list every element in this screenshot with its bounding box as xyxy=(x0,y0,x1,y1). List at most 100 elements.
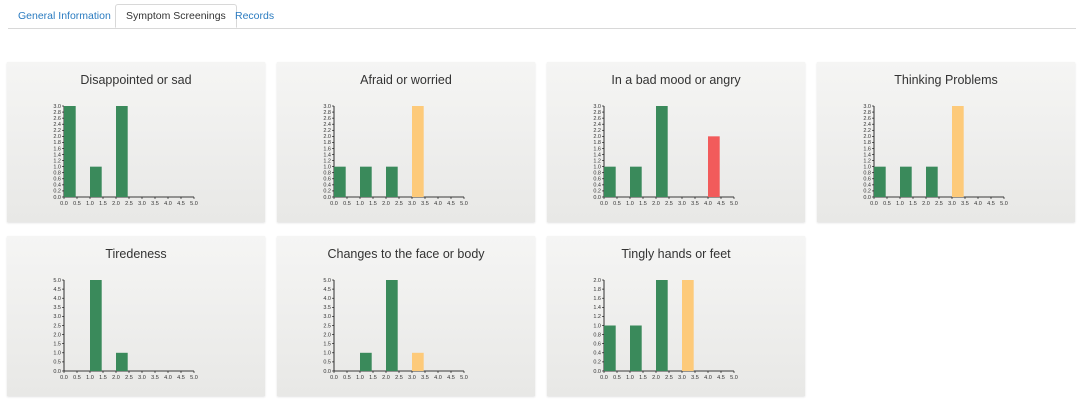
x-tick-label: 5.0 xyxy=(1000,201,1008,207)
y-tick-label: 1.0 xyxy=(323,351,331,357)
chart-title: In a bad mood or angry xyxy=(611,73,741,87)
bar xyxy=(630,166,642,197)
x-tick-label: 4.5 xyxy=(447,375,455,381)
x-tick-label: 2.5 xyxy=(935,201,943,207)
bar-chart: 0.00.20.40.60.81.01.21.41.61.82.02.22.42… xyxy=(863,104,1008,207)
x-tick-label: 0.5 xyxy=(73,201,81,207)
y-tick-label: 1.6 xyxy=(863,146,871,152)
x-tick-label: 1.5 xyxy=(909,201,917,207)
x-tick-label: 0.0 xyxy=(330,375,338,381)
x-tick-label: 1.5 xyxy=(369,375,377,381)
y-tick-label: 1.8 xyxy=(863,140,871,146)
x-tick-label: 5.0 xyxy=(460,201,468,207)
tab-bar: General Information Symptom Screenings R… xyxy=(8,4,1076,29)
x-tick-label: 2.5 xyxy=(125,201,133,207)
y-tick-label: 1.6 xyxy=(53,146,61,152)
x-tick-label: 1.5 xyxy=(99,201,107,207)
tab-records[interactable]: Records xyxy=(235,10,275,22)
chart-title: Tingly hands or feet xyxy=(621,247,731,261)
y-tick-label: 0.8 xyxy=(593,171,601,177)
y-tick-label: 0.0 xyxy=(323,369,331,375)
y-tick-label: 2.4 xyxy=(53,122,61,128)
y-tick-label: 1.8 xyxy=(53,140,61,146)
x-tick-label: 1.0 xyxy=(896,201,904,207)
x-tick-label: 1.0 xyxy=(356,375,364,381)
y-tick-label: 1.0 xyxy=(53,351,61,357)
bar-chart: 0.00.20.40.60.81.01.21.41.61.82.02.22.42… xyxy=(323,104,468,207)
y-tick-label: 1.0 xyxy=(593,164,601,170)
x-tick-label: 2.0 xyxy=(652,375,660,381)
y-tick-label: 5.0 xyxy=(53,278,61,284)
bar xyxy=(952,106,964,197)
y-tick-label: 1.8 xyxy=(593,287,601,293)
y-tick-label: 2.0 xyxy=(593,134,601,140)
y-tick-label: 2.4 xyxy=(593,122,601,128)
y-tick-label: 0.8 xyxy=(53,171,61,177)
y-tick-label: 1.0 xyxy=(53,164,61,170)
y-tick-label: 3.0 xyxy=(593,104,601,110)
x-tick-label: 3.5 xyxy=(151,201,159,207)
x-tick-label: 1.5 xyxy=(369,201,377,207)
bar xyxy=(412,106,424,197)
chart-title: Afraid or worried xyxy=(360,73,452,87)
tab-general-information[interactable]: General Information xyxy=(18,10,111,22)
bar xyxy=(656,106,668,197)
bar xyxy=(386,166,398,197)
tab-symptom-screenings[interactable]: Symptom Screenings xyxy=(115,4,237,28)
y-tick-label: 1.4 xyxy=(593,305,601,311)
y-tick-label: 1.5 xyxy=(53,342,61,348)
chart-card: Thinking Problems 0.0 0.2 0.4 0.6 0.8 1.0 1.2 1… xyxy=(817,62,1075,222)
y-tick-label: 0.4 xyxy=(593,351,601,357)
y-tick-label: 1.2 xyxy=(323,158,331,164)
y-tick-label: 3.0 xyxy=(863,104,871,110)
y-tick-label: 0.4 xyxy=(323,183,331,189)
x-tick-label: 2.5 xyxy=(125,375,133,381)
x-tick-label: 5.0 xyxy=(190,201,198,207)
y-tick-label: 0.6 xyxy=(863,177,871,183)
x-tick-label: 0.0 xyxy=(60,201,68,207)
bar xyxy=(682,280,694,371)
y-tick-label: 2.0 xyxy=(53,332,61,338)
y-tick-label: 2.2 xyxy=(53,128,61,134)
y-tick-label: 3.0 xyxy=(323,314,331,320)
x-tick-label: 5.0 xyxy=(730,375,738,381)
x-tick-label: 3.0 xyxy=(408,375,416,381)
x-tick-label: 2.0 xyxy=(922,201,930,207)
y-tick-label: 2.4 xyxy=(863,122,871,128)
chart-card: Changes to the face or body 0.0 0.5 1.0 1.5… xyxy=(277,236,535,396)
y-tick-label: 0.8 xyxy=(323,171,331,177)
x-tick-label: 0.5 xyxy=(613,375,621,381)
y-tick-label: 0.6 xyxy=(593,177,601,183)
y-tick-label: 0.6 xyxy=(323,177,331,183)
y-tick-label: 0.5 xyxy=(323,360,331,366)
y-tick-label: 0.6 xyxy=(593,342,601,348)
y-tick-label: 0.0 xyxy=(593,195,601,201)
x-tick-label: 2.5 xyxy=(665,375,673,381)
x-tick-label: 0.0 xyxy=(330,201,338,207)
x-tick-label: 0.0 xyxy=(600,201,608,207)
bar xyxy=(116,352,128,371)
y-tick-label: 1.8 xyxy=(323,140,331,146)
y-tick-label: 3.5 xyxy=(53,305,61,311)
x-tick-label: 2.0 xyxy=(112,201,120,207)
bar xyxy=(116,106,128,197)
y-tick-label: 3.0 xyxy=(53,104,61,110)
bar-chart: 0.00.20.40.60.81.01.21.41.61.82.02.22.42… xyxy=(53,104,198,207)
x-tick-label: 5.0 xyxy=(460,375,468,381)
bar xyxy=(926,166,938,197)
x-tick-label: 3.5 xyxy=(961,201,969,207)
x-tick-label: 4.5 xyxy=(717,201,725,207)
x-tick-label: 3.0 xyxy=(678,201,686,207)
chart-card: Tingly hands or feet 0.0 0.2 0.4 0.6 0.8 1.0 1… xyxy=(547,236,805,396)
y-tick-label: 4.5 xyxy=(323,287,331,293)
y-tick-label: 0.0 xyxy=(53,369,61,375)
x-tick-label: 2.5 xyxy=(395,201,403,207)
x-tick-label: 0.5 xyxy=(343,201,351,207)
x-tick-label: 0.0 xyxy=(60,375,68,381)
y-tick-label: 2.6 xyxy=(863,116,871,122)
y-tick-label: 0.2 xyxy=(323,189,331,195)
x-tick-label: 3.0 xyxy=(678,375,686,381)
y-tick-label: 2.2 xyxy=(863,128,871,134)
y-tick-label: 2.6 xyxy=(593,116,601,122)
y-tick-label: 1.6 xyxy=(323,146,331,152)
